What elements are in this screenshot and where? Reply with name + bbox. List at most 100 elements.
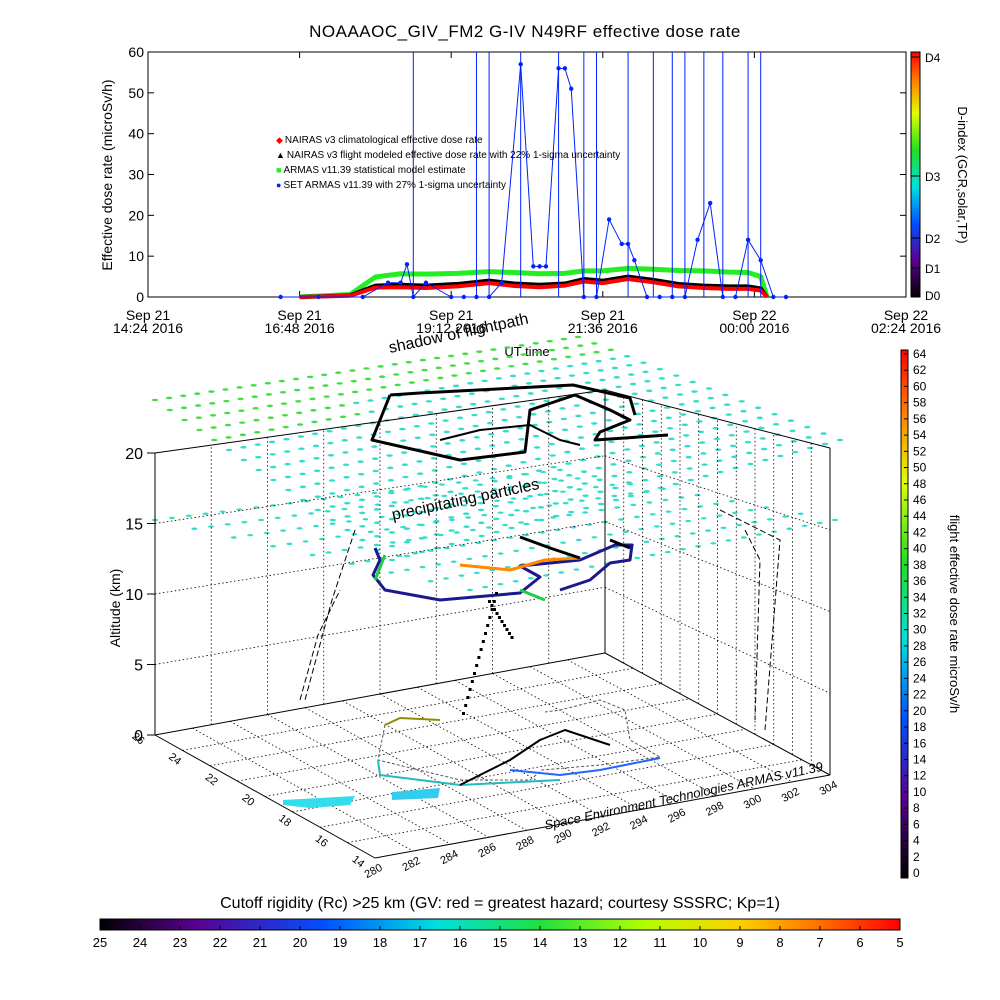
particle-cell xyxy=(728,433,735,437)
particle-cell xyxy=(482,555,488,558)
data-point xyxy=(657,294,662,300)
particle-cell xyxy=(399,427,406,431)
particle-cell xyxy=(441,494,448,498)
particle-cell xyxy=(678,496,685,499)
ascent-point xyxy=(508,632,511,635)
data-point xyxy=(644,294,650,300)
particle-cell xyxy=(506,488,514,492)
particle-cell xyxy=(446,478,454,481)
particle-cell xyxy=(241,520,248,524)
particle-cell xyxy=(754,406,762,410)
particle-cell xyxy=(283,450,291,453)
particle-cell xyxy=(732,466,739,470)
particle-cell xyxy=(493,367,501,370)
particle-cell xyxy=(805,436,812,439)
particle-cell xyxy=(646,389,653,393)
particle-cell xyxy=(550,357,558,361)
particle-cell xyxy=(756,416,763,420)
particle-cell xyxy=(298,459,306,463)
particle-cell xyxy=(343,488,351,492)
particle-cell xyxy=(540,470,547,474)
x-tick-label: Sep 22 xyxy=(884,307,929,323)
data-point xyxy=(316,294,321,300)
dose-tick-label: 20 xyxy=(913,704,927,718)
particle-cell xyxy=(477,501,484,505)
particle-cell xyxy=(310,409,317,412)
particle-cell xyxy=(309,553,316,557)
particle-cell xyxy=(513,549,520,553)
particle-cell xyxy=(391,501,398,504)
ascent-point xyxy=(475,664,479,667)
particle-cell xyxy=(481,379,488,383)
particle-cell xyxy=(358,505,365,509)
particle-cell xyxy=(606,429,614,433)
rc-tick-label: 25 xyxy=(93,935,107,950)
page-title: NOAAAOC_GIV_FM2 G-IV N49RF effective dos… xyxy=(309,22,741,41)
particle-cell xyxy=(299,485,307,489)
d-index-tick-label: D2 xyxy=(925,232,941,246)
particle-cell xyxy=(388,491,395,495)
particle-cell xyxy=(669,448,676,452)
particle-cell xyxy=(725,413,732,416)
particle-cell xyxy=(501,418,508,422)
particle-cell xyxy=(649,513,656,516)
particle-cell xyxy=(588,565,595,568)
particle-cell xyxy=(209,414,217,417)
particle-cell xyxy=(654,452,662,455)
altitude-tick-label: 20 xyxy=(125,446,143,463)
particle-cell xyxy=(577,344,584,347)
particle-cell xyxy=(548,442,555,446)
particle-cell xyxy=(448,542,455,546)
particle-cell xyxy=(694,409,702,413)
particle-cell xyxy=(341,548,348,552)
particle-cell xyxy=(760,447,768,451)
dose-tick-label: 40 xyxy=(913,542,927,556)
particle-cell xyxy=(725,539,732,542)
particle-cell xyxy=(575,414,582,418)
particle-cell xyxy=(373,482,380,485)
particle-cell xyxy=(633,402,640,406)
particle-cell xyxy=(535,469,543,472)
particle-cell xyxy=(458,492,465,495)
particle-cell xyxy=(627,373,635,376)
rc-tick-label: 8 xyxy=(776,935,783,950)
particle-cell xyxy=(820,432,827,435)
legend-entry: ■ ARMAS v11.39 statistical model estimate xyxy=(276,163,620,178)
particle-cell xyxy=(439,397,447,401)
particle-cell xyxy=(194,392,201,396)
particle-cell xyxy=(463,538,470,542)
dose-tick-label: 32 xyxy=(913,607,927,621)
data-point xyxy=(423,280,429,285)
particle-cell xyxy=(478,534,485,538)
particle-cell xyxy=(422,378,430,382)
longitude-tick-label: 286 xyxy=(476,841,498,860)
particle-cell xyxy=(251,395,258,398)
particle-cell xyxy=(448,529,455,532)
particle-cell xyxy=(364,377,372,381)
particle-cell xyxy=(502,429,509,433)
particle-cell xyxy=(644,379,651,383)
particle-cell xyxy=(239,421,246,424)
particle-cell xyxy=(530,413,537,416)
particle-cell xyxy=(508,485,515,489)
dose-tick-label: 48 xyxy=(913,477,927,491)
particle-cell xyxy=(804,425,811,429)
y-tick-label: 40 xyxy=(128,126,144,142)
particle-cell xyxy=(459,544,466,547)
series-line xyxy=(299,277,769,299)
dose-tick-label: 46 xyxy=(913,493,927,507)
particle-cell xyxy=(591,422,598,425)
particle-cell xyxy=(335,371,342,375)
rc-tick-label: 6 xyxy=(856,935,863,950)
particle-cell xyxy=(602,398,610,401)
particle-cell xyxy=(735,523,742,527)
particle-cell xyxy=(308,512,315,515)
particle-cell xyxy=(296,527,303,530)
particle-cell xyxy=(544,410,552,413)
data-point xyxy=(461,294,467,300)
particle-cell xyxy=(353,401,360,405)
series-line xyxy=(299,274,769,299)
y-tick-label: 0 xyxy=(136,289,144,305)
particle-cell xyxy=(576,488,583,491)
particle-cell xyxy=(691,390,698,393)
